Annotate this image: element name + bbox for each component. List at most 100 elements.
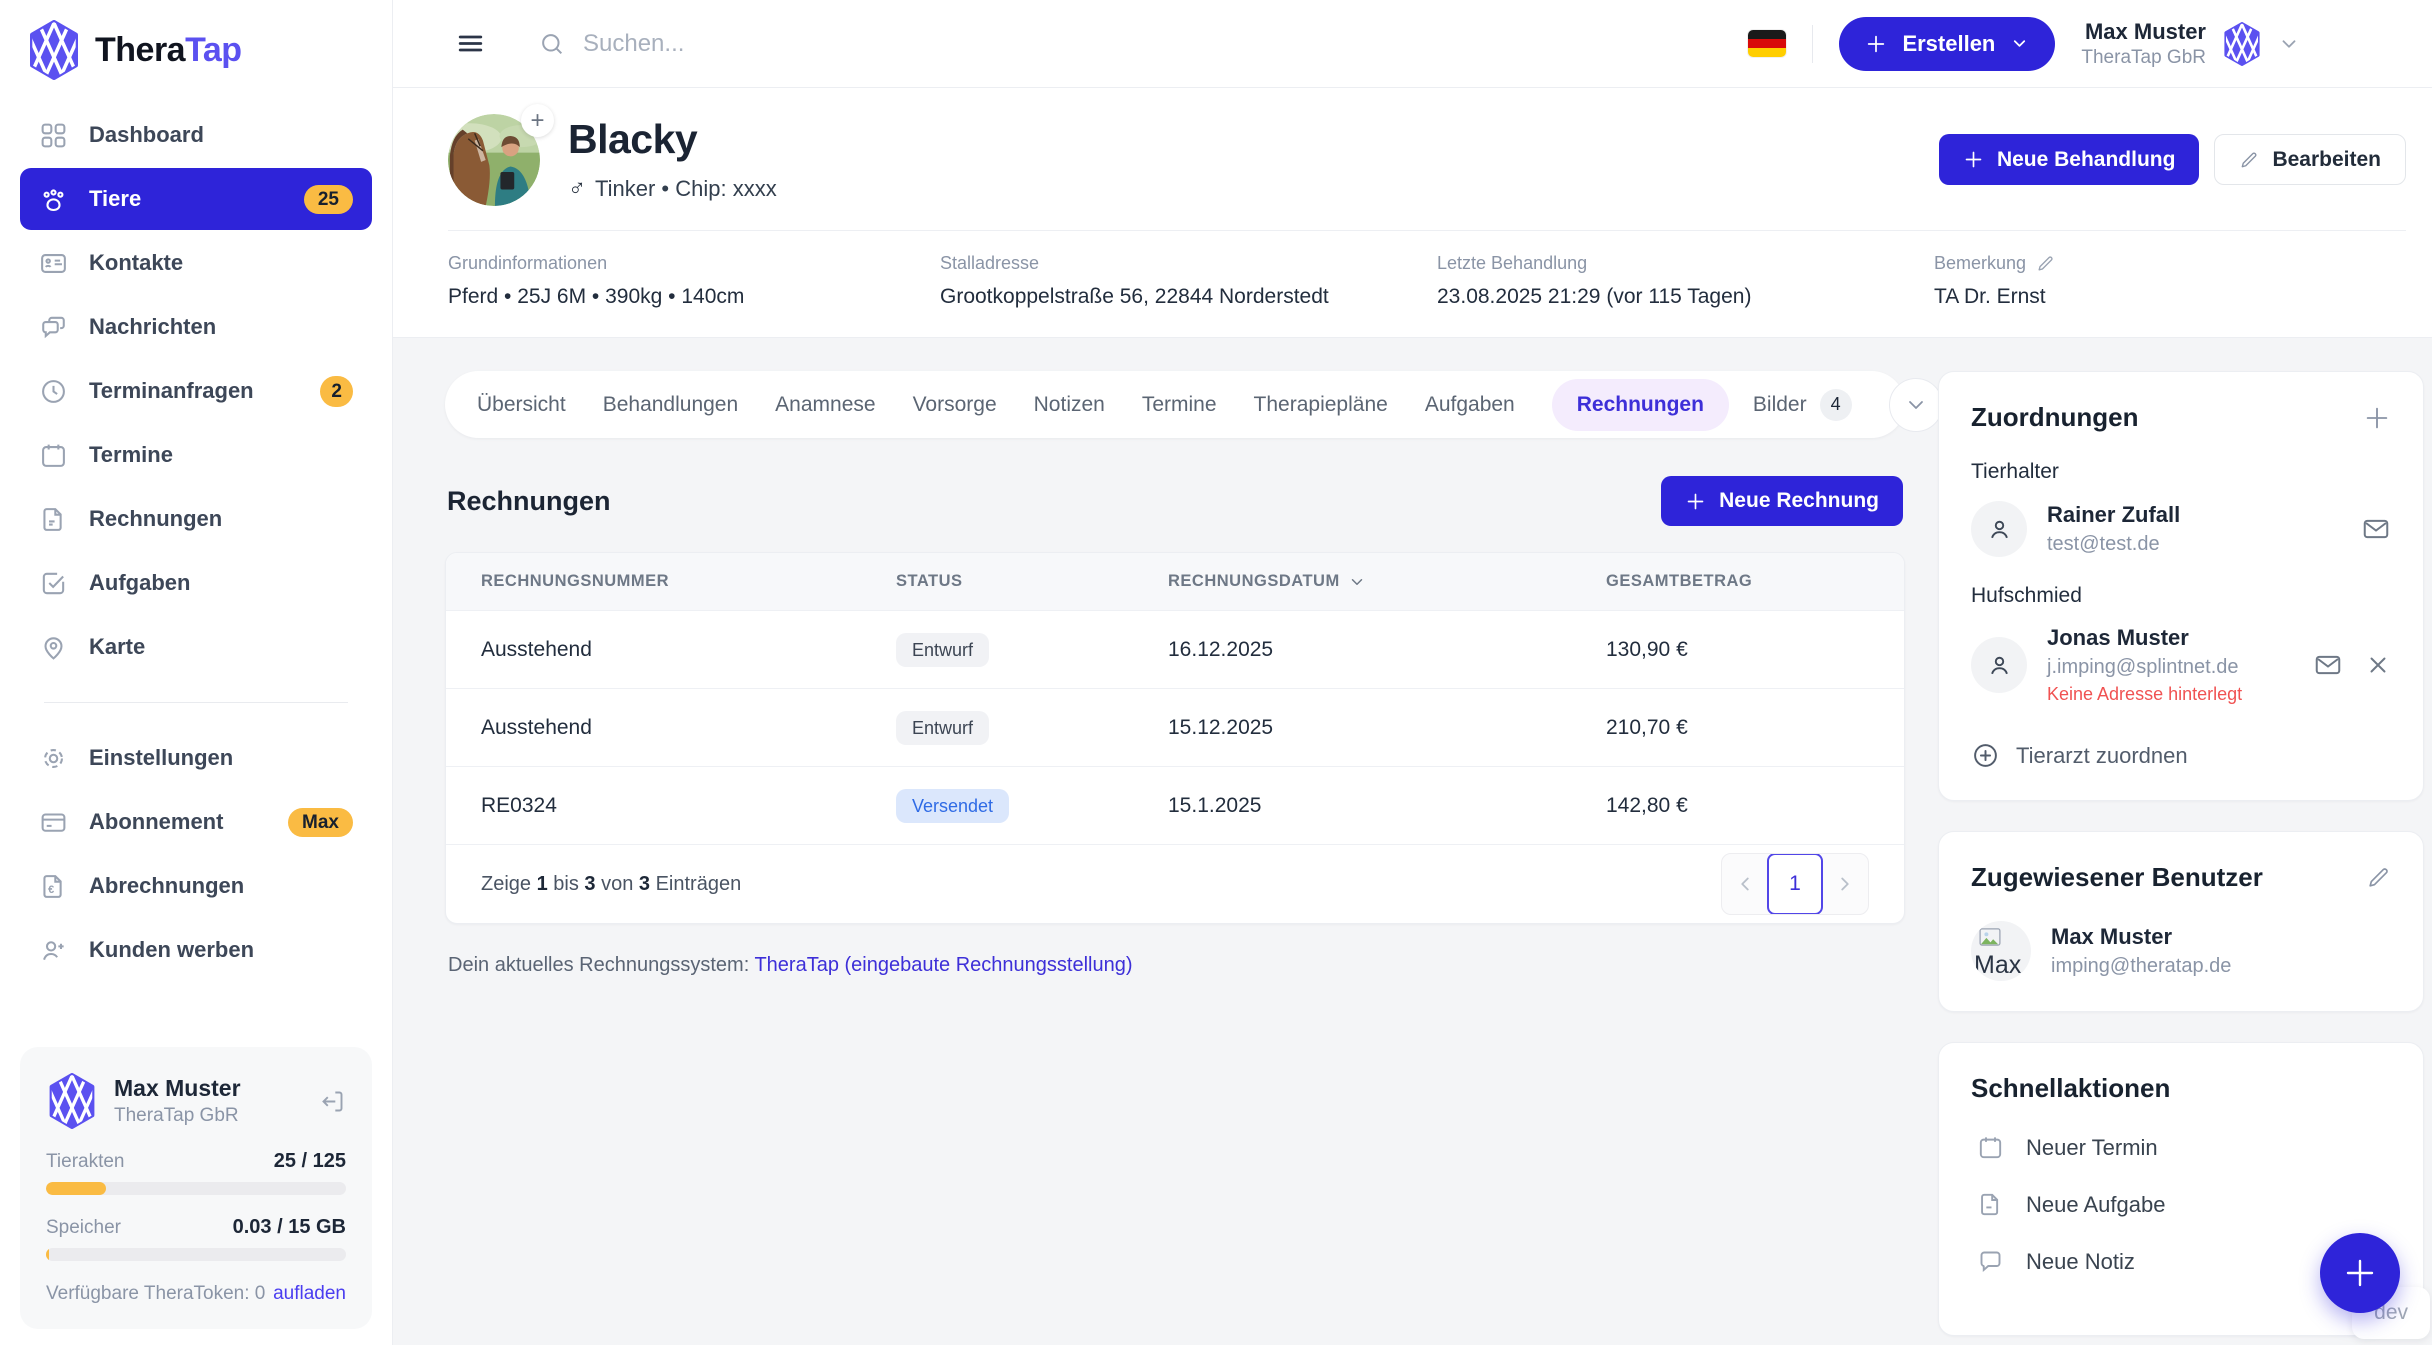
pencil-icon (2242, 152, 2257, 167)
quick-action-neue-aufgabe[interactable]: Neue Aufgabe (1971, 1191, 2391, 1218)
sidebar-item-abrechnungen[interactable]: € Abrechnungen (20, 855, 372, 917)
add-assignment-button[interactable] (2363, 404, 2391, 432)
person-icon (1990, 656, 2008, 674)
sidebar-item-label: Aufgaben (89, 570, 191, 595)
contact-card-icon (41, 253, 66, 273)
pagination-next-button[interactable] (1822, 854, 1868, 914)
owner-name: Rainer Zufall (2047, 502, 2181, 527)
sidebar-item-label: Rechnungen (89, 506, 223, 531)
sidebar-item-nachrichten[interactable]: Nachrichten (20, 296, 372, 358)
pencil-icon[interactable] (2036, 254, 2055, 273)
tab-behandlungen[interactable]: Behandlungen (602, 392, 739, 416)
brand-logo[interactable]: TheraTap (0, 0, 392, 98)
sidebar-item-karte[interactable]: Karte (20, 616, 372, 678)
brand-name: TheraTap (95, 30, 242, 69)
tab-therapieplaene[interactable]: Therapiepläne (1253, 392, 1388, 416)
avatar-add-photo-button[interactable]: + (521, 104, 554, 137)
tab-rechnungen[interactable]: Rechnungen (1551, 378, 1729, 431)
edit-assigned-user-button[interactable] (2366, 865, 2391, 890)
invoices-table-footer: Zeige 1 bis 3 von 3 Einträgen 1 (446, 844, 1904, 923)
invoice-row[interactable]: Ausstehend Entwurf 16.12.2025 130,90 € (446, 610, 1904, 688)
invoice-total: 210,70 € (1606, 715, 1688, 739)
sidebar-item-einstellungen[interactable]: Einstellungen (20, 727, 372, 789)
sidebar-item-tiere[interactable]: Tiere 25 (20, 168, 372, 230)
tab-vorsorge[interactable]: Vorsorge (912, 392, 997, 416)
col-rechnungsdatum-sort[interactable]: RECHNUNGSDATUM (1168, 572, 1606, 591)
farrier-email: j.imping@splintnet.de (2047, 656, 2239, 678)
user-menu[interactable]: Max Muster TheraTap GbR (2081, 19, 2300, 69)
search-input[interactable] (583, 29, 1183, 58)
tab-anamnese[interactable]: Anamnese (775, 392, 876, 416)
tab-uebersicht[interactable]: Übersicht (477, 392, 566, 416)
sidebar-item-termine[interactable]: Termine (20, 424, 372, 486)
billing-system-link[interactable]: TheraTap (eingebaute Rechnungsstellung) (754, 954, 1133, 976)
patient-tabs: Übersicht Behandlungen Anamnese Vorsorge… (445, 371, 1943, 438)
hamburger-menu-icon[interactable] (455, 28, 486, 59)
invoice-total: 142,80 € (1606, 793, 1688, 817)
tab-notizen[interactable]: Notizen (1033, 392, 1105, 416)
sidebar-item-label: Abrechnungen (89, 873, 245, 898)
status-badge-entwurf: Entwurf (896, 632, 990, 667)
quick-action-neue-notiz[interactable]: Neue Notiz (1971, 1248, 2391, 1275)
owner-email: test@test.de (2047, 533, 2160, 555)
create-button[interactable]: Erstellen (1839, 16, 2056, 71)
invoice-number: RE0324 (481, 793, 557, 817)
assign-vet-button[interactable]: Tierarzt zuordnen (1971, 741, 2391, 770)
sidebar-item-rechnungen[interactable]: Rechnungen (20, 488, 372, 550)
paw-icon (43, 188, 64, 211)
mail-icon[interactable] (2361, 514, 2391, 544)
usage-value: 0.03 / 15 GB (232, 1216, 346, 1238)
sidebar-item-dashboard[interactable]: Dashboard (20, 104, 372, 166)
edit-patient-button[interactable]: Bearbeiten (2214, 134, 2406, 185)
sidebar-item-aufgaben[interactable]: Aufgaben (20, 552, 372, 614)
mail-icon[interactable] (2313, 650, 2343, 680)
tab-bilder[interactable]: Bilder 4 (1753, 388, 1852, 421)
col-rechnungsnummer: RECHNUNGSNUMMER (481, 572, 670, 590)
patient-breed-chip: Tinker • Chip: xxxx (595, 176, 777, 201)
invoice-date: 15.1.2025 (1168, 793, 1262, 817)
sidebar-item-terminanfragen[interactable]: Terminanfragen 2 (20, 360, 372, 422)
sidebar-item-label: Einstellungen (89, 745, 234, 770)
assigned-user-title: Zugewiesener Benutzer (1971, 862, 2263, 892)
pagination: 1 (1721, 853, 1869, 915)
assigned-user-row: Max Max Muster imping@theratap.de (1971, 921, 2391, 981)
chevron-down-icon (1908, 400, 1923, 409)
terminanfragen-count-badge: 2 (320, 375, 353, 407)
quick-action-neuer-termin[interactable]: Neuer Termin (1971, 1134, 2391, 1161)
grid-icon (41, 123, 66, 147)
info-stalladresse: Stalladresse Grootkoppelstraße 56, 22844… (940, 253, 1329, 308)
theratap-logo-icon (30, 20, 78, 80)
language-flag-german[interactable] (1748, 30, 1787, 57)
tab-termine[interactable]: Termine (1141, 392, 1217, 416)
org-logo-icon (2224, 21, 2260, 66)
invoice-row[interactable]: Ausstehend Entwurf 15.12.2025 210,70 € (446, 688, 1904, 766)
new-treatment-button[interactable]: Neue Behandlung (1938, 134, 2200, 185)
plus-circle-icon (1974, 744, 1997, 767)
billing-system-note: Dein aktuelles Rechnungssystem: TheraTap… (448, 954, 1133, 976)
task-check-icon (42, 572, 65, 594)
info-letzte-behandlung: Letzte Behandlung 23.08.2025 21:29 (vor … (1437, 253, 1752, 308)
person-avatar (1971, 501, 2027, 557)
tabs-overflow-button[interactable] (1888, 377, 1943, 432)
sidebar-nav: Dashboard Tiere 25 Kontakte Nachrichten … (0, 104, 392, 983)
document-icon (1981, 1193, 1999, 1216)
sidebar-item-abonnement[interactable]: Abonnement Max (20, 791, 372, 853)
assigned-user-name: Max Muster (2051, 924, 2173, 949)
new-invoice-button[interactable]: Neue Rechnung (1661, 476, 1903, 526)
remove-x-icon[interactable] (2365, 652, 2391, 678)
tiere-count-badge: 25 (303, 184, 353, 214)
sidebar-item-kontakte[interactable]: Kontakte (20, 232, 372, 294)
topup-link[interactable]: aufladen (273, 1283, 346, 1304)
floating-create-button[interactable] (2320, 1233, 2400, 1313)
sidebar-item-kunden-werben[interactable]: Kunden werben (20, 919, 372, 981)
invoice-icon (43, 507, 62, 531)
invoice-row[interactable]: RE0324 Versendet 15.1.2025 142,80 € (446, 766, 1904, 844)
pagination-page-1[interactable]: 1 (1767, 854, 1823, 914)
patient-info-grid: Grundinformationen Pferd • 25J 6M • 390k… (448, 253, 2406, 309)
pagination-prev-button[interactable] (1722, 854, 1768, 914)
logout-icon[interactable] (319, 1088, 346, 1115)
tab-aufgaben[interactable]: Aufgaben (1424, 392, 1515, 416)
sidebar-item-label: Kunden werben (89, 937, 255, 962)
invoice-date: 16.12.2025 (1168, 637, 1274, 661)
person-plus-icon (43, 940, 64, 960)
